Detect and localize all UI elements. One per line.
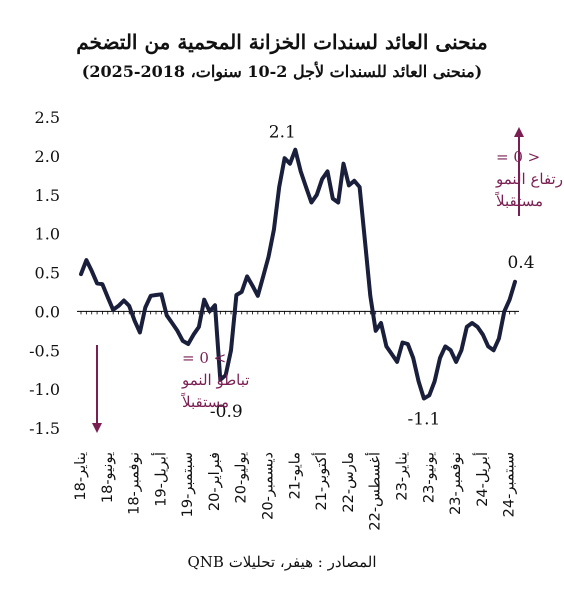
y-tick-label: 2.0 <box>35 147 60 166</box>
x-tick-label: ديسمبر-20 <box>261 452 277 520</box>
x-tick-label: أغسطس-22 <box>365 452 384 531</box>
peak-value-label: 2.1 <box>269 123 296 143</box>
y-tick-label: -0.5 <box>29 341 60 360</box>
growth-slowdown-annotation: > 0 = تباطؤ النمو مستقبلاً <box>180 349 249 411</box>
x-tick-label: يونيو-18 <box>100 452 116 503</box>
x-tick-label: سبتمبر-24 <box>502 452 518 517</box>
y-tick-label: 1.0 <box>35 225 60 244</box>
x-tick-label: نوفمبر-23 <box>448 452 464 515</box>
x-tick-label: سبتمبر-19 <box>180 452 196 517</box>
x-tick-label: يونيو-23 <box>421 452 437 503</box>
chart-subtitle: (منحنى العائد للسندات لأجل 2-10 سنوات، 2… <box>81 62 483 81</box>
x-tick-label: فبراير-20 <box>207 452 223 511</box>
y-tick-label: 0.5 <box>35 264 60 283</box>
x-tick-label: يوليو-20 <box>234 452 250 504</box>
x-tick-label: يناير-23 <box>394 452 410 501</box>
chart-title: منحنى العائد لسندات الخزانة المحمية من ا… <box>76 30 488 54</box>
y-tick-label: -1.0 <box>29 380 60 399</box>
x-tick-label: مارس-22 <box>341 452 357 513</box>
trough-2020-value-label: -0.9 <box>210 402 243 422</box>
x-tick-label: نوفمبر-18 <box>127 452 143 515</box>
source-note: المصادر : هيفر، تحليلات QNB <box>187 553 377 571</box>
y-axis: 2.5 2.0 1.5 1.0 0.5 0.0 -0.5 -1.0 -1.5 <box>29 108 60 438</box>
yield-series-line <box>79 147 517 401</box>
x-tick-label: مايو-21 <box>287 452 303 499</box>
trough-2023-value-label: -1.1 <box>408 409 441 429</box>
x-tick-label: يناير-18 <box>73 452 89 501</box>
x-tick-label: أكتوبر-21 <box>311 452 330 511</box>
x-tick-label: أبريل-24 <box>472 452 491 507</box>
y-tick-label: 2.5 <box>35 108 60 127</box>
last-value-label: 0.4 <box>507 253 534 273</box>
y-tick-label: 1.5 <box>35 186 60 205</box>
y-tick-label: -1.5 <box>29 419 60 438</box>
x-tick-label: أبريل-19 <box>150 452 169 507</box>
x-axis: يناير-18 يونيو-18 نوفمبر-18 أبريل-19 سبتمبر-… <box>73 311 518 531</box>
y-tick-label: 0.0 <box>35 302 60 321</box>
